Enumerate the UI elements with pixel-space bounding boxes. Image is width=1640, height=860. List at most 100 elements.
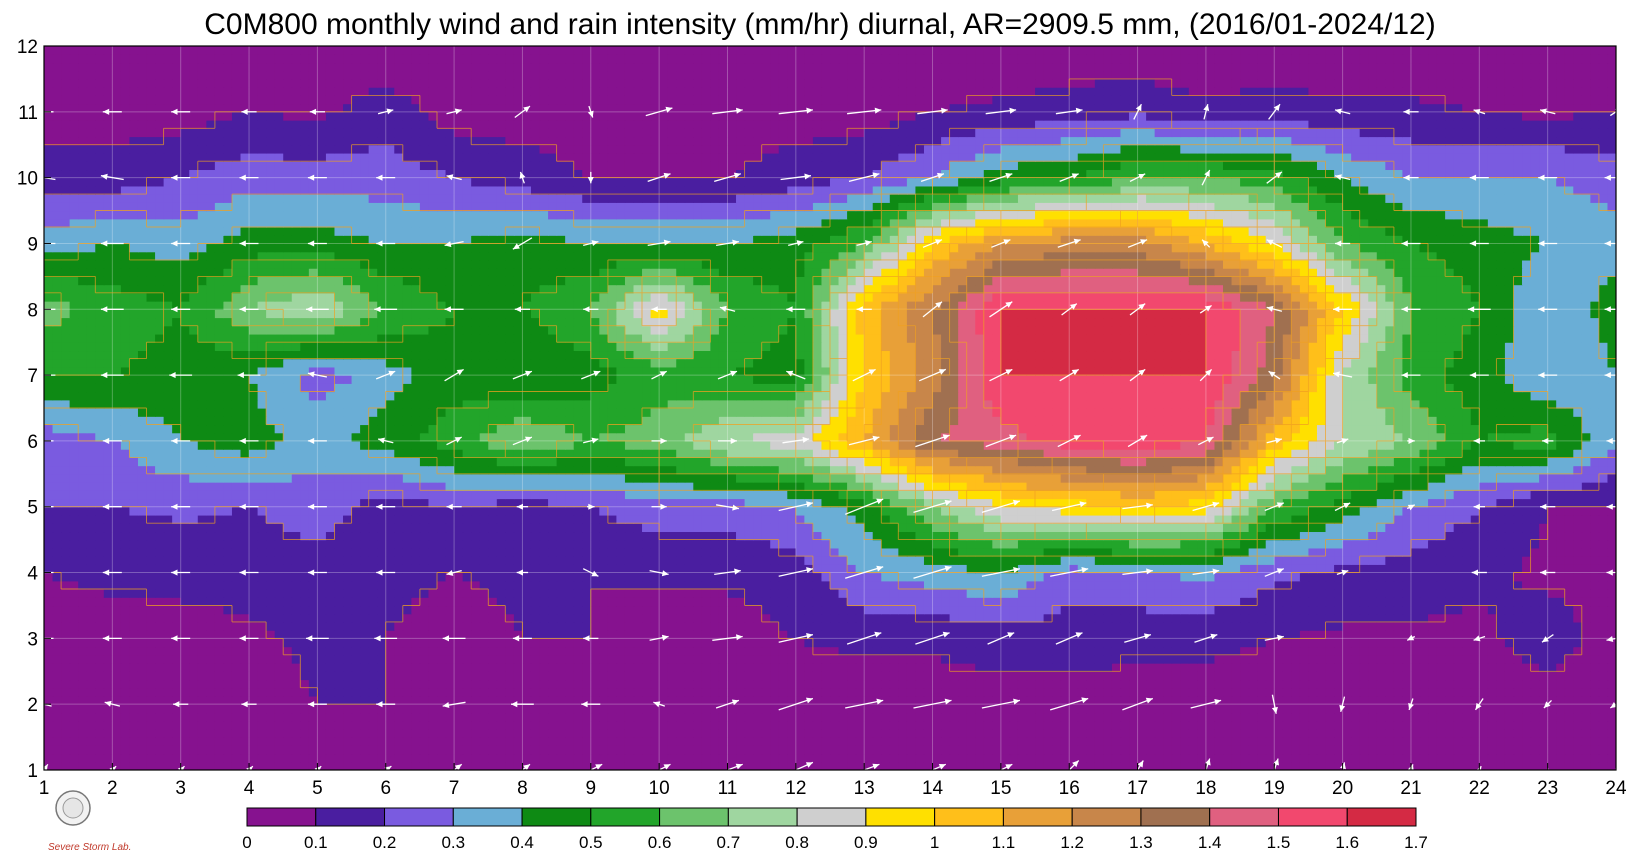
rain-cell [1240,621,1250,631]
rain-cell [830,745,840,755]
rain-cell [983,671,993,681]
rain-cell [1188,728,1198,738]
rain-cell [300,737,310,746]
rain-cell [462,580,472,590]
rain-cell [308,745,318,755]
rain-cell [112,539,122,549]
rain-cell [1026,638,1036,648]
rain-cell [1539,646,1549,656]
rain-cell [189,687,199,697]
rain-cell [163,704,173,714]
rain-cell [1376,580,1386,590]
rain-cell [1342,564,1352,574]
rain-cell [1129,695,1139,705]
rain-cell [129,695,139,705]
rain-cell [505,737,515,746]
rain-cell [274,737,284,746]
rain-cell [86,712,96,722]
rain-cell [582,646,592,656]
rain-cell [61,597,71,607]
rain-cell [402,556,412,565]
rain-cell [52,663,62,672]
rain-cell [676,646,686,656]
rain-cell [1445,745,1455,755]
rain-cell [872,580,882,590]
rain-cell [223,720,233,730]
rain-cell [548,580,558,590]
rain-cell [1188,695,1198,705]
rain-cell [847,621,857,631]
rain-cell [505,547,515,557]
rain-cell [1393,572,1404,582]
rain-cell [744,564,754,574]
rain-cell [1060,613,1070,623]
rain-cell [1146,589,1156,598]
rain-cell [377,663,387,672]
rain-cell [932,745,942,755]
rain-cell [1052,737,1062,746]
rain-cell [1453,695,1463,705]
rain-cell [1120,679,1130,689]
rain-cell [966,704,976,714]
rain-cell [86,671,96,681]
rain-cell [941,712,951,722]
rain-cell [283,728,293,738]
rain-cell [1299,712,1310,722]
rain-cell [1103,621,1113,631]
rain-cell [1171,580,1181,590]
rain-cell [1334,737,1344,746]
rain-cell [1316,712,1327,722]
rain-cell [1496,556,1506,565]
rain-cell [1445,556,1455,565]
rain-cell [1214,547,1224,557]
rain-cell [137,539,148,549]
rain-cell [1257,597,1267,607]
rain-cell [1539,580,1549,590]
rain-cell [1325,613,1335,623]
rain-cell [1402,720,1412,730]
rain-cell [1103,695,1113,705]
rain-cell [1308,580,1318,590]
rain-cell [736,621,746,631]
rain-cell [479,547,489,557]
rain-cell [1154,630,1164,639]
rain-cell [1205,580,1216,590]
rain-cell [462,605,472,615]
rain-cell [1368,687,1378,697]
rain-cell [812,704,823,714]
rain-cell [1590,580,1600,590]
rain-cell [906,704,917,714]
rain-cell [368,745,378,755]
rain-cell [1035,753,1045,763]
rain-cell [941,728,951,738]
rain-cell [1000,572,1011,582]
rain-cell [462,671,472,681]
rain-cell [667,646,677,656]
rain-cell [838,572,848,582]
rain-cell [1017,687,1028,697]
rain-cell [590,745,600,755]
rain-cell [471,704,481,714]
rain-cell [530,580,541,590]
rain-cell [1086,605,1096,615]
rain-cell [428,737,438,746]
rain-cell [445,556,455,565]
rain-cell [1342,753,1352,763]
rain-cell [1282,745,1292,755]
rain-cell [1539,597,1549,607]
rain-cell [855,638,865,648]
rain-cell [1556,728,1566,738]
rain-cell [377,687,387,697]
rain-cell [1334,761,1344,770]
rain-cell [1017,663,1028,672]
rain-cell [710,679,720,689]
rain-cell [1197,572,1207,582]
rain-cell [1342,556,1352,565]
rain-cell [1513,597,1523,607]
rain-cell [1547,630,1557,639]
rain-cell [180,663,190,672]
rain-cell [1197,753,1207,763]
rain-cell [1163,630,1173,639]
rain-cell [291,728,301,738]
rain-cell [351,728,361,738]
